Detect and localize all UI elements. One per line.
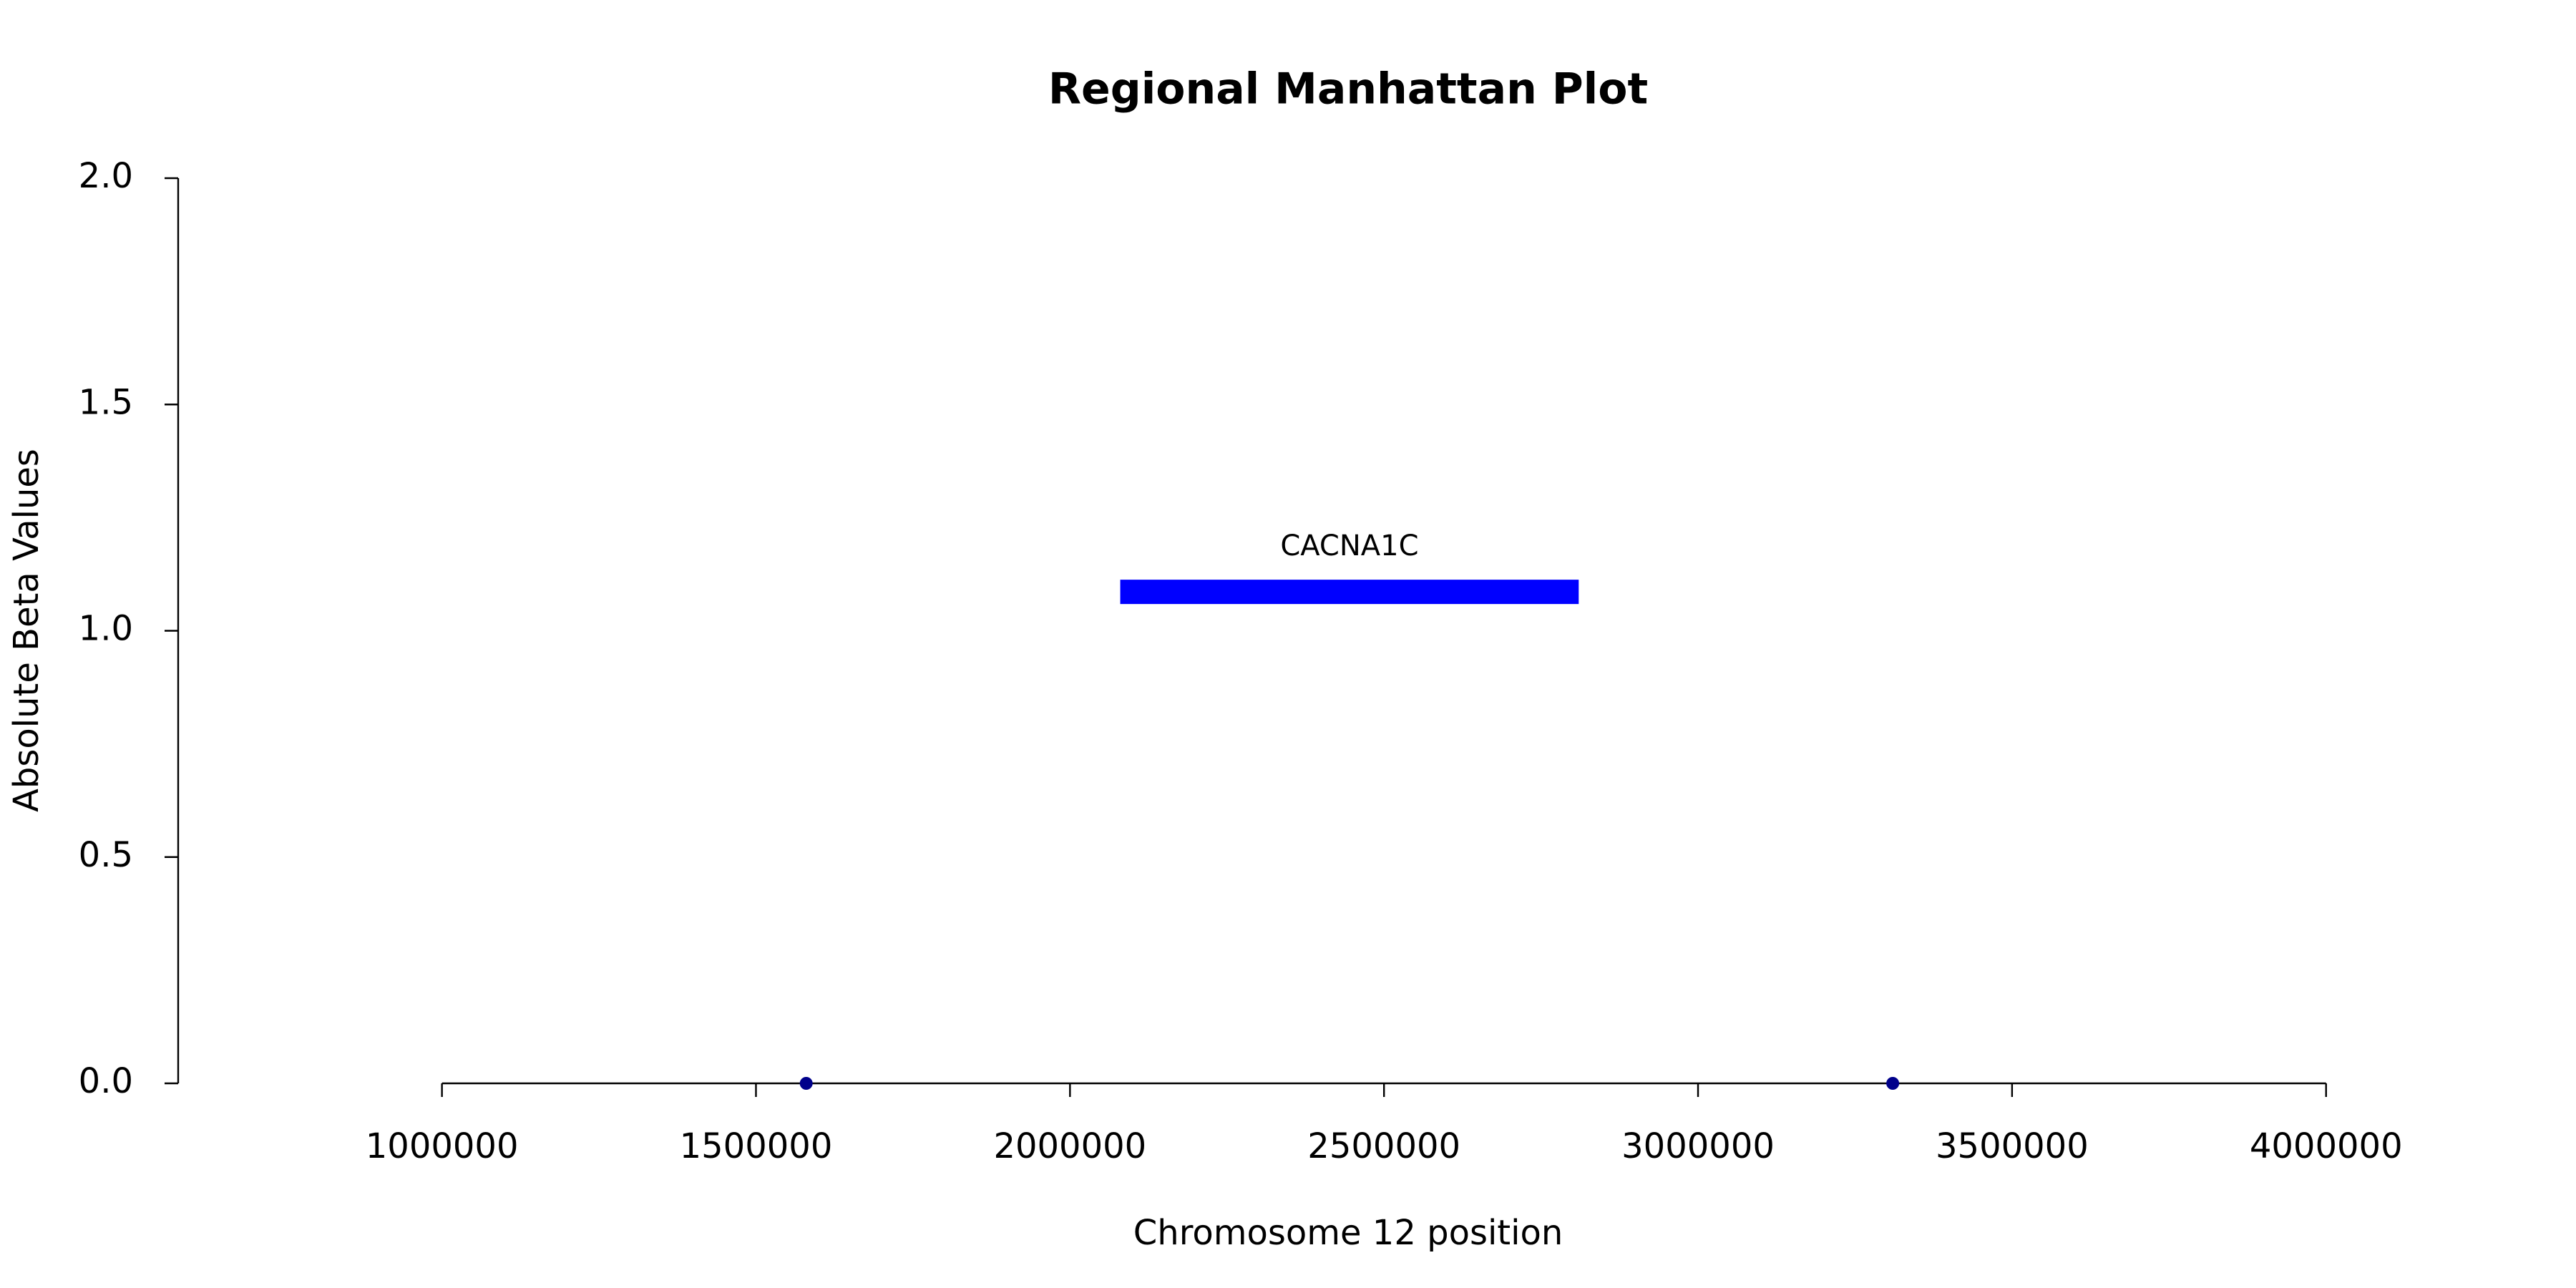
y-tick-label: 0.0 (79, 1061, 133, 1101)
x-tick-label: 1000000 (366, 1126, 519, 1166)
y-tick-label: 2.0 (79, 156, 133, 196)
y-tick-label: 0.5 (79, 835, 133, 875)
x-axis-title: Chromosome 12 position (1133, 1213, 1563, 1253)
x-tick-label: 2500000 (1307, 1126, 1460, 1166)
y-tick-label: 1.5 (79, 382, 133, 422)
x-tick-label: 3000000 (1621, 1126, 1775, 1166)
gene-label: CACNA1C (1280, 530, 1418, 562)
x-tick-label: 2000000 (993, 1126, 1146, 1166)
x-tick-label: 1500000 (680, 1126, 833, 1166)
x-tick-label: 3500000 (1936, 1126, 2089, 1166)
y-tick-label: 1.0 (79, 609, 133, 649)
point (799, 1077, 813, 1090)
y-axis-title: Absolute Beta Values (6, 449, 47, 812)
chart-title: Regional Manhattan Plot (1048, 64, 1648, 114)
x-tick-label: 4000000 (2250, 1126, 2403, 1166)
point (1886, 1077, 1900, 1090)
